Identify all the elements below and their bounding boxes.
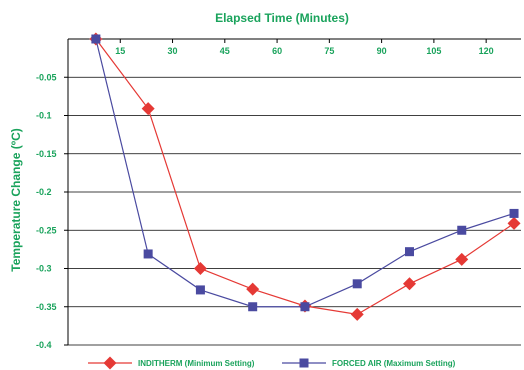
- series-1-point-8: [509, 208, 519, 218]
- series-1-point-4: [300, 302, 310, 312]
- series-1: [91, 34, 519, 312]
- x-tick-label-7: 120: [479, 46, 494, 56]
- series-1-point-1: [143, 249, 153, 259]
- series-1-point-6: [404, 247, 414, 257]
- series-0-point-7: [455, 252, 469, 266]
- series-0: [89, 32, 521, 321]
- series-1-point-2: [195, 285, 205, 295]
- series-0-point-1: [141, 102, 155, 116]
- y-axis-label: Temperature Change (ºC): [9, 128, 23, 272]
- legend-marker-1: [299, 358, 309, 368]
- y-tick-label-6: -0.35: [36, 302, 57, 312]
- legend-marker-0: [103, 356, 117, 370]
- y-tick-label-2: -0.15: [36, 149, 57, 159]
- y-tick-label-1: -0.1: [36, 111, 52, 121]
- y-tick-label-5: -0.3: [36, 264, 52, 274]
- x-tick-label-2: 45: [220, 46, 230, 56]
- legend: INDITHERM (Minimum Setting) FORCED AIR (M…: [88, 356, 456, 370]
- x-tick-labels: 15 30 45 60 75 90 105 120: [115, 39, 494, 56]
- y-tick-label-4: -0.25: [36, 225, 57, 235]
- x-tick-label-1: 30: [168, 46, 178, 56]
- legend-item-0: INDITHERM (Minimum Setting): [88, 356, 255, 370]
- x-tick-label-4: 75: [324, 46, 334, 56]
- series-1-point-5: [352, 279, 362, 289]
- y-tick-label-3: -0.2: [36, 187, 52, 197]
- series-line-0: [95, 38, 515, 316]
- chart-title: Elapsed Time (Minutes): [215, 11, 349, 25]
- x-tick-label-6: 105: [426, 46, 441, 56]
- series-group: [89, 32, 521, 321]
- x-tick-label-3: 60: [272, 46, 282, 56]
- series-1-point-0: [91, 34, 101, 44]
- legend-label-1: FORCED AIR (Maximum Setting): [332, 359, 456, 368]
- series-0-point-6: [402, 277, 416, 291]
- x-tick-label-0: 15: [115, 46, 125, 56]
- series-0-point-2: [193, 262, 207, 275]
- legend-label-0: INDITHERM (Minimum Setting): [138, 359, 255, 368]
- y-tick-labels: -0.05 -0.1 -0.15 -0.2 -0.25 -0.3 -0.35 -0.4: [36, 72, 68, 350]
- series-0-point-3: [246, 282, 260, 296]
- series-0-point-5: [350, 307, 364, 321]
- legend-item-1: FORCED AIR (Maximum Setting): [282, 358, 456, 368]
- grid-lines: [68, 76, 521, 308]
- series-1-point-3: [248, 302, 258, 312]
- series-0-point-8: [507, 216, 521, 230]
- x-tick-label-5: 90: [377, 46, 387, 56]
- y-tick-label-7: -0.4: [36, 340, 52, 350]
- series-1-point-7: [457, 225, 467, 235]
- series-line-1: [95, 38, 515, 308]
- y-tick-label-0: -0.05: [36, 72, 57, 82]
